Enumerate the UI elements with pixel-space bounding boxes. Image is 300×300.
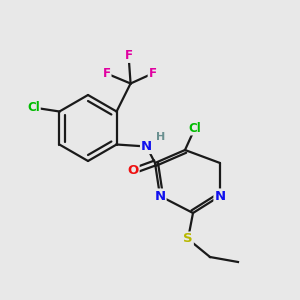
Text: O: O (128, 164, 139, 178)
Text: F: F (103, 67, 111, 80)
Text: H: H (156, 131, 165, 142)
Text: F: F (148, 67, 157, 80)
Text: N: N (214, 190, 226, 202)
Text: N: N (141, 140, 152, 153)
Text: Cl: Cl (27, 101, 40, 114)
Text: F: F (124, 49, 133, 62)
Text: Cl: Cl (189, 122, 201, 134)
Text: S: S (183, 232, 193, 245)
Text: N: N (154, 190, 166, 202)
